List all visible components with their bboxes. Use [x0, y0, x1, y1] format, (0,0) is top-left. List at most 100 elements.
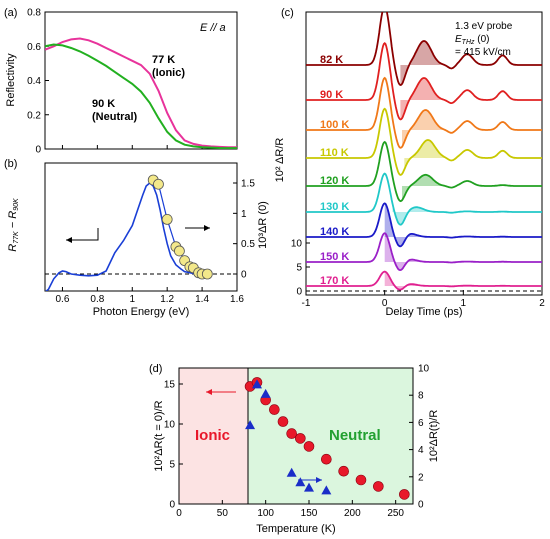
- region-ionic: [179, 368, 248, 504]
- d-circle-point: [399, 489, 410, 500]
- c-series-label: 90 K: [320, 89, 343, 101]
- d-y2tick-label: 8: [418, 391, 424, 402]
- b-xtick-label: 1.4: [195, 294, 209, 305]
- d-triangle-point: [252, 379, 262, 389]
- c-trace-150k: [306, 232, 542, 272]
- panel-b-y2ticks: 0 0.5 1 1.5: [233, 179, 255, 281]
- b-xtick-label: 0.8: [90, 294, 104, 305]
- b-data-point: [161, 213, 173, 225]
- d-circle-point: [321, 453, 332, 465]
- b-xtick-label: 0.6: [56, 294, 70, 305]
- c-trace-110k: [306, 107, 542, 176]
- panel-a-label: (a): [4, 7, 17, 19]
- d-triangle-point: [260, 388, 271, 398]
- c-trace-170k: [306, 270, 542, 291]
- a-ytick-label: 0: [35, 145, 41, 156]
- d-triangle-point: [245, 420, 256, 430]
- c-trace-140k: [306, 202, 542, 248]
- panel-d-label: (d): [149, 363, 162, 375]
- b-data-point: [173, 245, 185, 257]
- panel-a: (a) Reflectivity 0 0.2 0.4 0.6 0.8 E // a 77…: [4, 7, 238, 156]
- d-y2tick-label: 2: [418, 472, 424, 483]
- panel-c-xlabel: Delay Time (ps): [385, 306, 462, 318]
- b-xtick-label: 1: [129, 294, 135, 305]
- region-neutral: [248, 368, 413, 504]
- d-xtick-label: 50: [217, 508, 229, 519]
- b-difference-curve: [45, 181, 211, 291]
- panel-b-label: (b): [4, 158, 17, 170]
- legend-77k-line2: (Ionic): [152, 67, 185, 79]
- b-xtick-label: 1.2: [160, 294, 174, 305]
- panel-c-annotation-1: 1.3 eV probe: [455, 21, 513, 32]
- panel-d-xlabel: Temperature (K): [256, 523, 335, 535]
- d-xtick-label: 150: [301, 508, 318, 519]
- panel-a-annotation: E // a: [200, 22, 226, 34]
- c-offset-tick-label: 5: [296, 263, 302, 274]
- b-xtick-label: 1.6: [230, 294, 244, 305]
- panel-c-ylabel: 10² ΔR/R: [274, 138, 286, 183]
- panel-c-axes: [305, 11, 543, 296]
- panel-d-y2ticks: 0 2 4 6 8 10: [409, 364, 430, 511]
- c-shaded-area-82k: [400, 41, 441, 85]
- b-y2tick-label: 1.5: [241, 179, 255, 190]
- c-series-label: 120 K: [320, 175, 349, 187]
- d-circle-point: [338, 465, 349, 477]
- c-xtick-label: 0: [382, 298, 388, 309]
- d-y2tick-label: 6: [418, 418, 424, 429]
- c-trace-100k: [306, 76, 542, 149]
- c-trace-130k: [306, 172, 542, 226]
- b-y2tick-label: 0.5: [241, 239, 255, 250]
- d-circle-point: [286, 428, 297, 439]
- panel-d-ylabel-right: 10²ΔR(t)/R: [428, 410, 440, 463]
- legend-90k-line2: (Neutral): [92, 111, 138, 123]
- a-ytick-label: 0.2: [27, 110, 41, 121]
- panel-d-xticks: 0 50 100 150 200 250: [176, 500, 404, 519]
- d-xtick-label: 0: [176, 508, 182, 519]
- a-series-77k: [45, 37, 237, 149]
- a-series-90k: [45, 43, 237, 149]
- d-ytick-label: 0: [169, 500, 175, 511]
- panel-d-axes: [178, 367, 414, 505]
- panel-a-ylabel: Reflectivity: [5, 53, 17, 107]
- a-ytick-label: 0.4: [27, 76, 41, 87]
- panel-b-ylabel-right: 10³ΔR (0): [257, 201, 269, 249]
- panel-b-arrows: [66, 225, 210, 243]
- panel-c: (c) 10² ΔR/R Delay Time (ps) -1 0 1 2 0510 …: [274, 7, 545, 318]
- d-y2tick-label: 0: [418, 500, 424, 511]
- a-ytick-label: 0.8: [27, 8, 41, 19]
- a-ytick-label: 0.6: [27, 42, 41, 53]
- d-triangle-point: [286, 467, 297, 477]
- region-ionic-label: Ionic: [195, 427, 230, 444]
- c-shaded-area-120k: [402, 174, 443, 201]
- panel-c-offset-ticks: 0 5 10: [291, 239, 310, 298]
- c-series-label: 150 K: [320, 251, 349, 263]
- panel-b-xlabel: Photon Energy (eV): [93, 306, 190, 318]
- c-shaded-area-100k: [402, 110, 443, 147]
- panel-d: (d) Ionic Neutral 10²ΔR(t = 0)/R 10²ΔR(t…: [149, 363, 440, 535]
- d-circle-point: [355, 474, 367, 486]
- panel-c-xticks: -1 0 1 2: [302, 290, 545, 309]
- panel-a-yticks: 0 0.2 0.4 0.6 0.8: [27, 8, 49, 156]
- legend-77k-line1: 77 K: [152, 54, 175, 66]
- d-circle-point: [269, 404, 280, 415]
- c-shaded-area-140k: [384, 203, 425, 247]
- d-ytick-label: 10: [164, 420, 176, 431]
- d-ytick-label: 5: [169, 460, 175, 471]
- c-series-label: 82 K: [320, 54, 343, 66]
- panel-b: (b) R77K − R90K 10³ΔR (0) Photon Energy …: [4, 158, 269, 318]
- region-neutral-label: Neutral: [329, 427, 381, 444]
- d-triangle-point: [295, 477, 306, 487]
- c-shaded-area-90k: [400, 78, 441, 120]
- c-series-label: 100 K: [320, 119, 349, 131]
- legend-90k-line1: 90 K: [92, 98, 115, 110]
- c-series-label: 140 K: [320, 226, 349, 238]
- d-circle-point: [277, 416, 289, 427]
- d-xtick-label: 100: [257, 508, 274, 519]
- c-xtick-label: 1: [461, 298, 467, 309]
- c-xtick-label: 2: [539, 298, 545, 309]
- d-y2tick-label: 10: [418, 364, 430, 375]
- c-offset-tick-label: 10: [291, 239, 303, 250]
- c-series-label: 110 K: [320, 147, 349, 159]
- d-ytick-label: 15: [164, 380, 176, 391]
